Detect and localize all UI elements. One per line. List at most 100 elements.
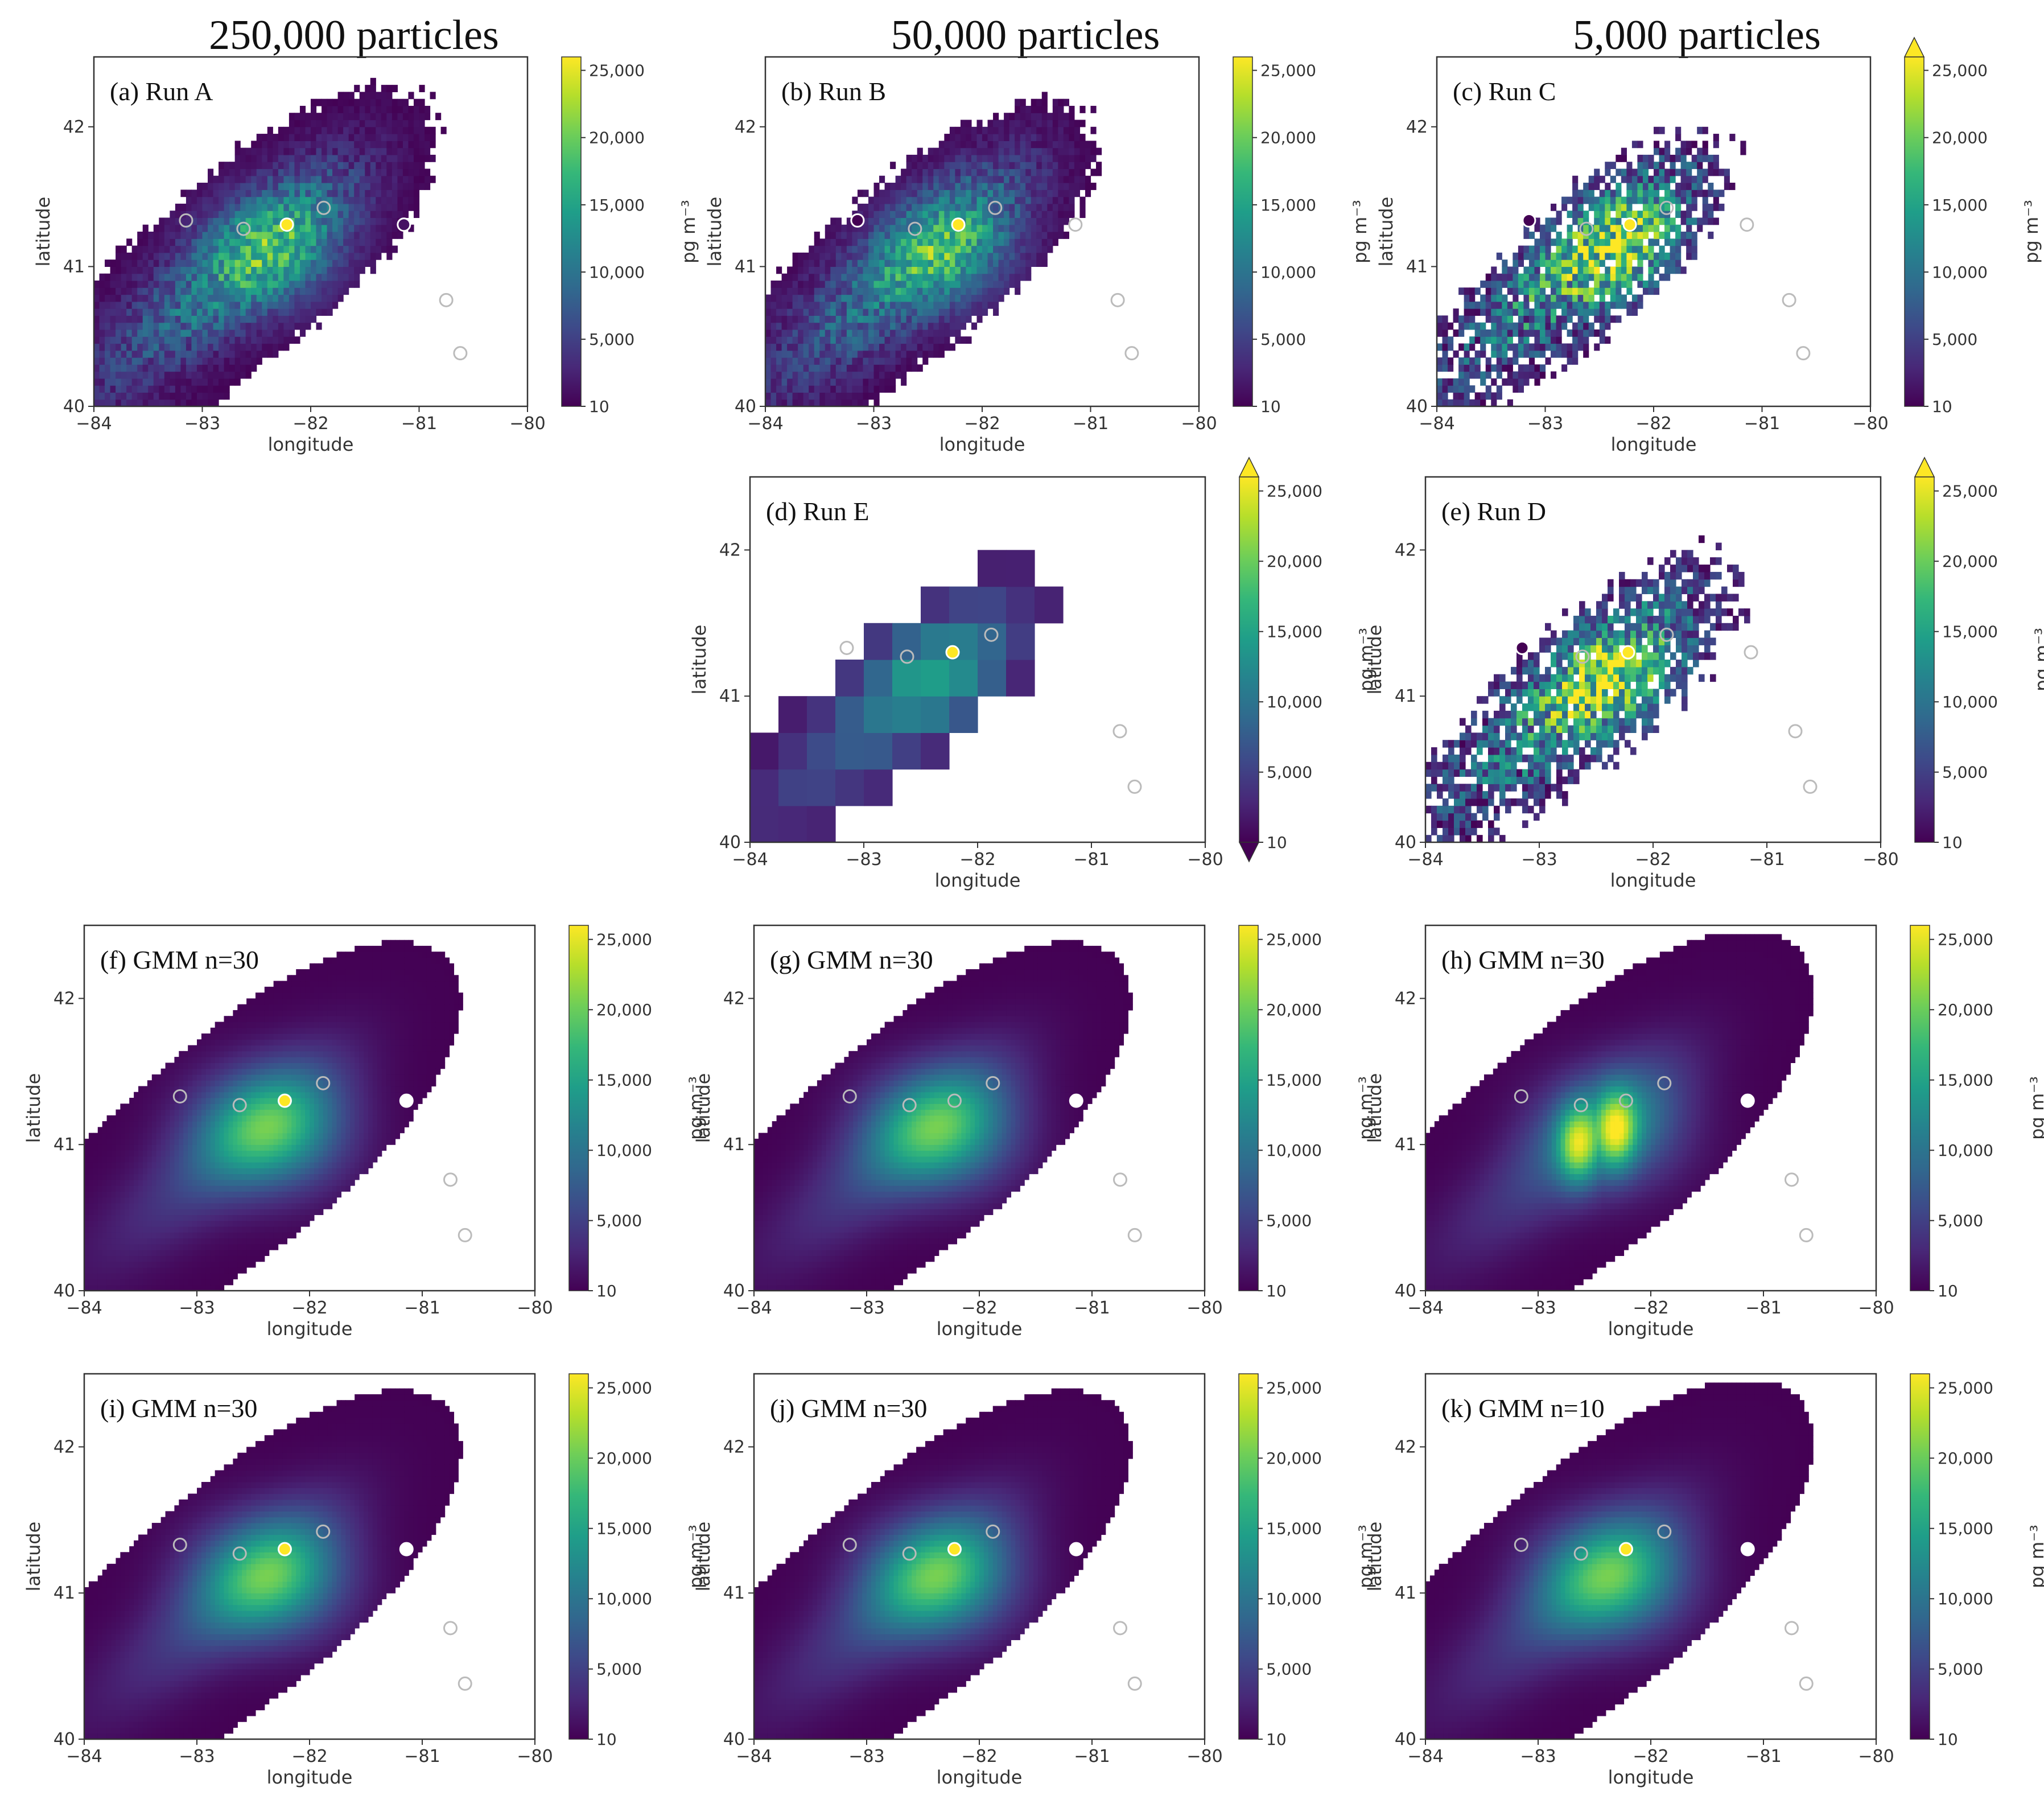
heatmap-cell <box>1605 315 1611 323</box>
heatmap-cell <box>381 203 387 211</box>
heatmap-cell <box>892 732 921 770</box>
heatmap-cell <box>928 280 934 288</box>
heatmap-cell <box>933 175 939 183</box>
heatmap-cell <box>1588 266 1594 274</box>
heatmap-cell <box>933 211 939 219</box>
heatmap-cell <box>1020 232 1026 239</box>
heatmap-cell <box>1009 147 1015 155</box>
heatmap-cell <box>170 280 176 288</box>
heatmap-cell <box>1096 168 1102 176</box>
heatmap-cell <box>976 273 983 281</box>
heatmap-cell <box>814 273 820 281</box>
heatmap-cell <box>110 364 116 372</box>
heatmap-cell <box>1020 147 1026 155</box>
heatmap-cell <box>1599 260 1605 267</box>
heatmap-cell <box>234 183 241 190</box>
heatmap-cell <box>1585 740 1591 748</box>
heatmap-cell <box>1608 732 1614 740</box>
heatmap-cell <box>1454 791 1460 799</box>
heatmap-cell <box>359 190 365 197</box>
heatmap-cell <box>224 287 230 295</box>
heatmap-cell <box>1630 718 1637 726</box>
heatmap-cell <box>1583 260 1589 267</box>
heatmap-cell <box>316 211 322 219</box>
heatmap-cell <box>1590 696 1597 704</box>
heatmap-cell <box>1619 703 1625 711</box>
heatmap-cell <box>1015 120 1021 127</box>
heatmap-cell <box>262 336 268 344</box>
heatmap-cell <box>1561 273 1568 281</box>
heatmap-cell <box>944 322 950 330</box>
heatmap-cell <box>219 211 225 219</box>
heatmap-cell <box>283 134 290 141</box>
heatmap-cell <box>1616 168 1622 176</box>
heatmap-cell <box>890 196 896 204</box>
heatmap-cell <box>322 308 328 316</box>
heatmap-cell <box>251 175 257 183</box>
heatmap-cell <box>386 147 393 155</box>
heatmap-cell <box>868 329 875 337</box>
heatmap-cell <box>1596 718 1602 726</box>
heatmap-cell <box>229 273 236 281</box>
heatmap-cell <box>370 252 376 260</box>
heatmap-cell <box>879 175 885 183</box>
heatmap-cell <box>175 364 181 372</box>
heatmap-cell <box>966 287 972 295</box>
heatmap-cell <box>1567 287 1573 295</box>
heatmap-cell <box>311 232 317 239</box>
heatmap-cell <box>365 232 371 239</box>
heatmap-cell <box>1494 689 1500 697</box>
heatmap-cell <box>852 315 858 323</box>
heatmap-cell <box>819 343 826 351</box>
heatmap-cell <box>1485 287 1491 295</box>
heatmap-cell <box>1608 725 1614 733</box>
heatmap-cell <box>251 162 257 170</box>
heatmap-cell <box>825 260 831 267</box>
heatmap-cell <box>1577 273 1584 281</box>
heatmap-cell <box>1619 689 1625 697</box>
heatmap-cell <box>1015 245 1021 253</box>
heatmap-cell <box>1642 217 1649 225</box>
heatmap-cell <box>1047 126 1053 134</box>
heatmap-cell <box>419 183 425 190</box>
heatmap-cell <box>305 120 311 127</box>
x-axis-label: longitude <box>268 434 354 455</box>
heatmap-cell <box>917 217 923 225</box>
heatmap-cell <box>219 343 225 351</box>
heatmap-cell <box>976 232 983 239</box>
heatmap-cell <box>1539 238 1546 246</box>
heatmap-cell <box>879 211 885 219</box>
heatmap-cell <box>234 141 241 149</box>
heatmap-cell <box>1482 776 1489 784</box>
heatmap-cell <box>332 162 339 170</box>
x-tick-label: −82 <box>959 850 995 870</box>
heatmap-cell <box>1545 754 1551 763</box>
heatmap-cell <box>1036 105 1042 113</box>
heatmap-cell <box>1686 183 1692 190</box>
heatmap-cell <box>121 343 127 351</box>
heatmap-cell <box>402 154 409 162</box>
heatmap-cell <box>343 126 349 134</box>
heatmap-cell <box>142 232 149 239</box>
heatmap-cell <box>392 113 398 121</box>
heatmap-cell <box>1471 791 1477 799</box>
heatmap-cell <box>186 364 192 372</box>
heatmap-cell <box>1670 162 1676 170</box>
heatmap-cell <box>960 147 967 155</box>
heatmap-cell <box>1573 681 1580 689</box>
heatmap-cell <box>825 350 831 358</box>
heatmap-cell <box>1562 681 1568 689</box>
heatmap-cell <box>99 385 105 393</box>
heatmap-cell <box>1642 183 1649 190</box>
heatmap-cell <box>993 147 999 155</box>
heatmap-cell <box>208 350 214 358</box>
heatmap-cell <box>770 343 777 351</box>
heatmap-cell <box>830 392 836 400</box>
heatmap-cell <box>1583 336 1589 344</box>
heatmap-cell <box>148 399 154 407</box>
heatmap-cell <box>922 329 929 337</box>
heatmap-cell <box>397 141 403 149</box>
heatmap-cell <box>1551 343 1557 351</box>
heatmap-cell <box>1630 594 1637 602</box>
heatmap-cell <box>792 280 798 288</box>
